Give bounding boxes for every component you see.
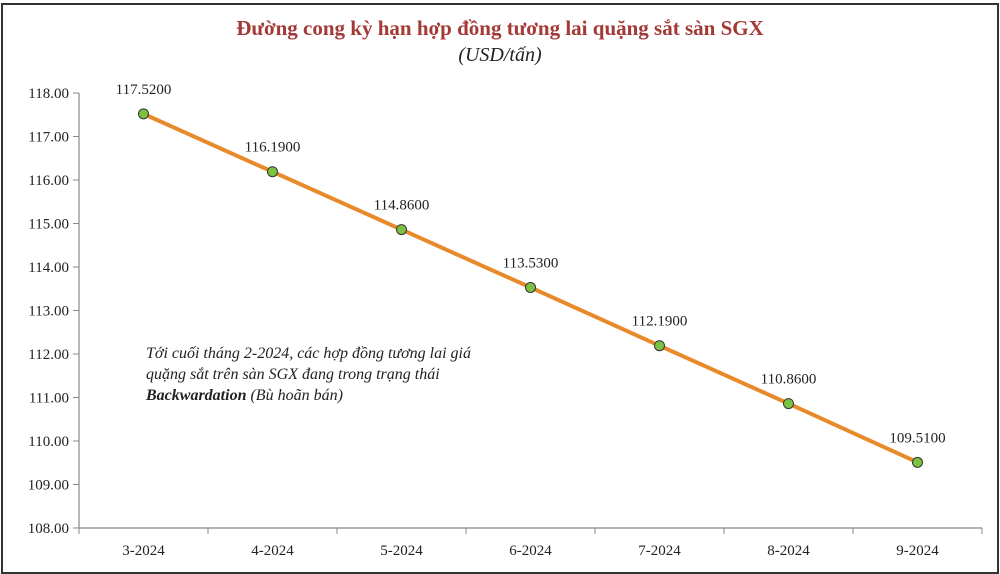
y-tick-label: 114.00 — [28, 260, 69, 276]
annotation-rest: (Bù hoãn bán) — [246, 387, 343, 404]
annotation: Tới cuối tháng 2-2024, các hợp đồng tươn… — [146, 343, 471, 406]
data-label: 112.1900 — [632, 314, 688, 330]
y-tick-label: 113.00 — [28, 304, 69, 320]
data-label: 110.8600 — [761, 372, 817, 388]
x-tick-label: 9-2024 — [896, 543, 939, 559]
y-tick-label: 115.00 — [28, 217, 69, 233]
data-point — [912, 456, 923, 468]
chart-title: Đường cong kỳ hạn hợp đồng tương lai quặ… — [236, 16, 764, 40]
chart-frame — [1, 3, 999, 574]
data-point — [267, 166, 278, 178]
data-point — [396, 224, 407, 236]
data-label: 109.5100 — [889, 430, 945, 446]
data-point — [138, 108, 149, 120]
x-tick-label: 7-2024 — [638, 543, 681, 559]
annotation-line-2: quặng sắt trên sàn SGX đang trong trạng … — [146, 366, 440, 383]
y-tick-label: 109.00 — [28, 478, 69, 494]
chart-subtitle: (USD/tấn) — [458, 44, 542, 66]
data-label: 114.8600 — [374, 198, 430, 214]
x-tick-label: 8-2024 — [767, 543, 810, 559]
y-tick-label: 108.00 — [28, 521, 69, 537]
data-point — [525, 281, 536, 293]
data-label: 116.1900 — [245, 140, 301, 156]
y-tick-label: 117.00 — [28, 130, 69, 146]
data-point — [783, 398, 794, 410]
data-point — [654, 340, 665, 352]
x-tick-label: 3-2024 — [122, 543, 165, 559]
x-tick-label: 6-2024 — [509, 543, 552, 559]
y-tick-label: 118.00 — [28, 86, 69, 102]
y-tick-label: 116.00 — [28, 173, 69, 189]
x-tick-label: 4-2024 — [251, 543, 294, 559]
y-tick-label: 110.00 — [28, 434, 69, 450]
x-tick-label: 5-2024 — [380, 543, 423, 559]
y-tick-label: 111.00 — [29, 391, 69, 407]
data-label: 113.5300 — [503, 255, 559, 271]
y-tick-label: 112.00 — [28, 347, 69, 363]
annotation-bold: Backwardation — [146, 387, 247, 404]
annotation-line-1: Tới cuối tháng 2-2024, các hợp đồng tươn… — [146, 345, 471, 362]
data-label: 117.5200 — [116, 82, 172, 98]
